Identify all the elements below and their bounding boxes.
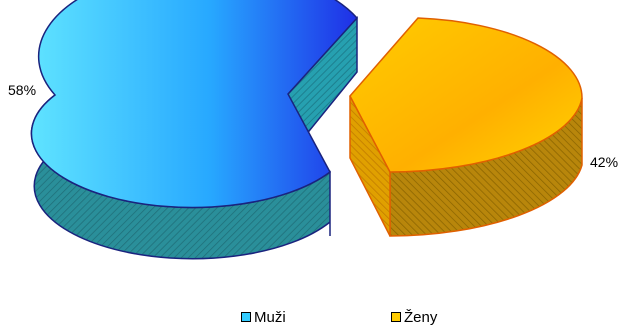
legend-swatch-zeny (391, 312, 401, 322)
slice-top-zeny (349, 17, 583, 173)
legend-swatch-muzi (241, 312, 251, 322)
data-label-muzi: 58% (8, 82, 36, 98)
legend-label-muzi: Muži (254, 308, 286, 326)
slice-top-muzi (30, 0, 359, 209)
legend-item-zeny: Ženy (391, 306, 437, 328)
legend-label-zeny: Ženy (404, 308, 438, 326)
pie-slice-zeny (349, 17, 583, 237)
data-label-zeny: 42% (590, 154, 618, 170)
legend-item-muzi: Muži (241, 306, 286, 328)
pie-slice-muzi (30, 0, 359, 260)
legend: Muži Ženy (0, 306, 627, 328)
